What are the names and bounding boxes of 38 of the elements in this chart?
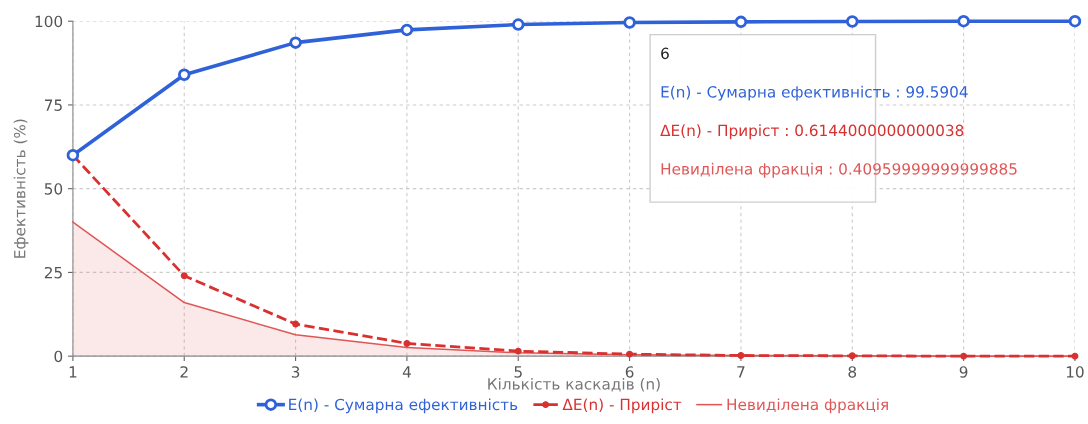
legend-label: Невиділена фракція (727, 398, 888, 414)
y-axis-title: Ефективність (%) (13, 119, 29, 258)
x-tick-label: 7 (737, 366, 745, 378)
y-tick-label: 100 (35, 15, 63, 28)
x-tick-label: 3 (291, 366, 300, 378)
x-tick-label: 1 (69, 366, 77, 378)
point (403, 339, 411, 347)
point (289, 36, 302, 49)
point (626, 350, 634, 358)
point (846, 15, 859, 28)
x-tick-label: 9 (959, 366, 968, 378)
point (514, 347, 522, 355)
point (512, 18, 525, 31)
point (177, 68, 191, 82)
x-axis-title: Кількість каскадів (n) (488, 377, 660, 392)
annotation: 6 (661, 47, 669, 60)
annotation: E(n) - Сумарна ефективність : 99.5904 (661, 85, 968, 101)
y-tick-label: 25 (44, 266, 62, 279)
point (957, 14, 970, 28)
point (623, 16, 636, 29)
y-tick-label: 50 (44, 183, 63, 195)
y-tick-label: 0 (54, 350, 63, 363)
point (1068, 14, 1082, 28)
x-tick-label: 2 (180, 366, 188, 378)
legend-label: E(n) - Сумарна ефективність (289, 398, 518, 414)
point (180, 272, 188, 280)
annotation: Невиділена фракція : 0.40959999999999885 (661, 162, 1017, 178)
y-tick-label: 75 (44, 99, 62, 111)
point (734, 15, 748, 29)
point (400, 23, 414, 37)
x-tick-label: 5 (514, 366, 522, 378)
x-tick-label: 4 (402, 366, 411, 378)
x-tick-label: 6 (625, 366, 634, 378)
x-tick-label: 10 (1066, 366, 1084, 378)
legend-label: ΔE(n) - Приріст (562, 398, 682, 414)
point (292, 320, 300, 328)
annotation: ΔE(n) - Приріст : 0.6144000000000038 (660, 124, 964, 140)
x-tick-label: 8 (848, 366, 857, 378)
